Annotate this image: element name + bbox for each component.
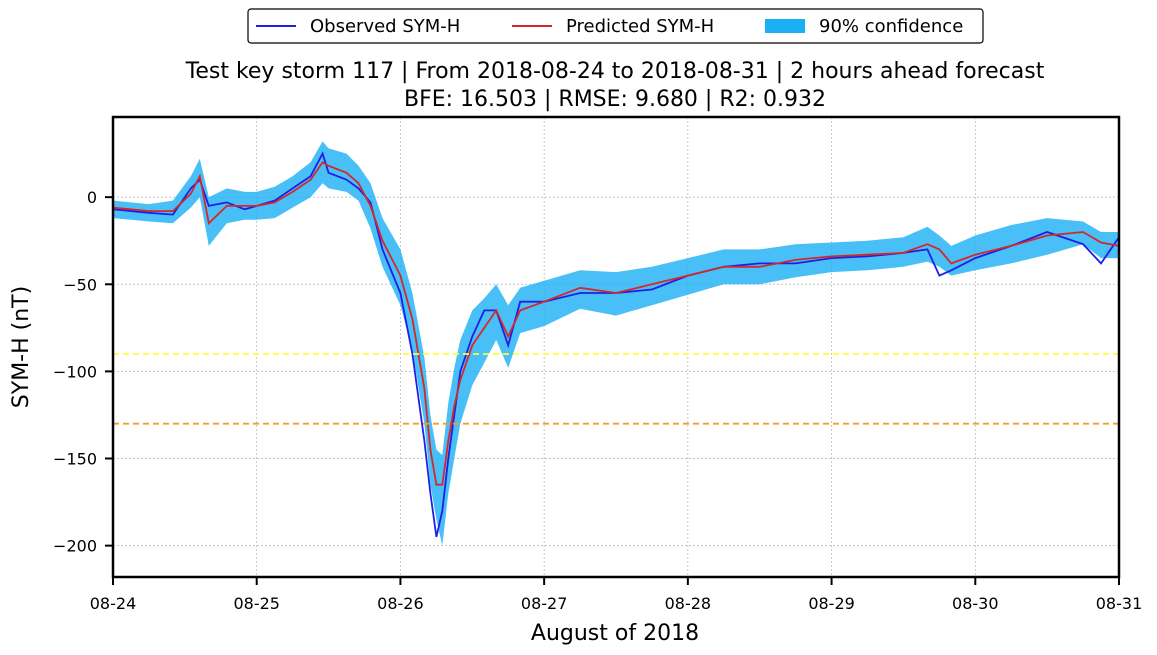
x-tick-label: 08-25 [233,594,280,613]
predicted-symh-line [113,161,1119,486]
y-tick-label: −50 [63,275,97,294]
x-tick-label: 08-30 [952,594,999,613]
legend-label-observed: Observed SYM-H [310,16,460,37]
chart-subtitle: BFE: 16.503 | RMSE: 9.680 | R2: 0.932 [404,87,826,112]
confidence-band [113,141,1119,546]
y-tick-label: −150 [53,450,97,469]
x-tick-label: 08-31 [1096,594,1143,613]
y-axis-ticks: 0 −50 −100 −150 −200 [53,188,113,556]
x-axis-label: August of 2018 [531,621,699,646]
y-tick-label: −200 [53,537,97,556]
legend: Observed SYM-H Predicted SYM-H 90% confi… [247,8,984,44]
x-tick-label: 08-29 [808,594,855,613]
x-tick-label: 08-24 [90,594,137,613]
x-tick-label: 08-28 [665,594,712,613]
x-axis-ticks: 08-24 08-25 08-26 08-27 08-28 08-29 08-30 08-31 [90,577,1143,613]
x-tick-label: 08-27 [521,594,568,613]
x-tick-label: 08-26 [377,594,424,613]
legend-label-confidence: 90% confidence [819,16,963,37]
legend-swatch-confidence [765,19,805,33]
gridlines [112,117,1120,577]
y-axis-label: SYM-H (nT) [9,286,34,408]
legend-label-predicted: Predicted SYM-H [566,16,714,37]
plot-area: 08-24 08-25 08-26 08-27 08-28 08-29 08-30 08-31… [53,115,1143,613]
y-tick-label: −100 [53,362,97,381]
chart-title: Test key storm 117 | From 2018-08-24 to … [185,59,1045,84]
y-tick-label: 0 [87,188,97,207]
plot-frame [111,115,1121,579]
legend-box [247,8,984,44]
